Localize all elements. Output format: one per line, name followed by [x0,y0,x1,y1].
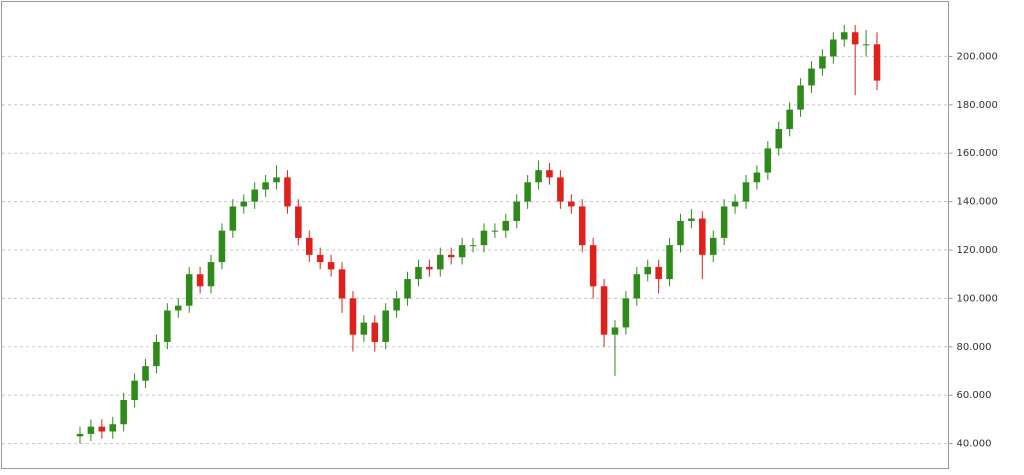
candle-body [546,170,553,178]
candle-body [851,32,859,45]
candle-body [764,148,772,173]
candle-body [633,274,641,299]
candle-body [371,322,379,342]
candle-body [240,201,248,207]
candle-body [731,201,739,207]
candle-body [338,269,346,299]
candle-body [742,182,750,202]
candle-body [688,218,695,221]
candle-body [404,279,411,299]
candle-body [229,206,237,231]
candle-body [491,230,499,232]
candle-body [600,286,608,335]
candle-body [524,182,531,202]
candle-body [131,380,138,401]
candle-body [819,56,826,69]
candle-body [699,218,706,255]
candle-body [458,245,466,258]
candle-body [251,189,258,202]
candle-body [830,39,837,57]
candle-body [720,206,728,238]
candle-body [513,201,520,221]
y-tick-label: 60.000 [957,390,992,401]
y-tick-label: 40.000 [957,439,992,450]
y-tick-label: 80.000 [957,342,992,353]
candle-body [218,230,226,263]
candle-body [262,182,269,190]
candle-body [480,230,488,246]
candle-body [437,254,444,270]
candle-body [786,109,793,130]
candle-body [535,170,542,183]
candle-body [87,426,95,434]
candle-body [502,220,510,231]
candle-body [666,245,673,280]
candle-body [862,44,870,46]
candle-body [873,44,881,81]
candle-body [415,266,422,280]
candle-body [120,400,127,425]
plot-frame [1,1,949,469]
candle-body [305,237,313,255]
candle-body [775,129,783,149]
candle-body [677,220,684,246]
candle-body [644,266,652,275]
y-tick-label: 160.000 [957,148,998,159]
candle-body [360,322,368,335]
candle-body [655,266,662,280]
candle-body [568,201,575,207]
candle-body [196,274,204,287]
candle-body [382,310,389,342]
candle-body [98,426,106,432]
candle-body [349,298,357,335]
candle-body [578,206,586,246]
y-tick-label: 180.000 [957,100,998,111]
candle-body [393,298,400,311]
candle-body [153,341,160,367]
candle-body [295,206,302,238]
candle-body [447,254,455,258]
candle-body [797,85,804,110]
candle-body [284,177,291,207]
candle-body [185,274,193,306]
candle-body [622,298,630,328]
candle-body [316,254,324,263]
candle-body [76,433,84,437]
candle-body [426,266,433,270]
candle-body [164,310,171,342]
candle-body [709,237,717,255]
y-tick-label: 200.000 [957,51,998,62]
y-tick-label: 120.000 [957,245,998,256]
candle-body [589,245,597,287]
candle-body [207,262,215,287]
candle-body [840,32,848,40]
candle-body [557,177,564,202]
candle-body [109,424,117,432]
candle-body [808,68,815,86]
y-tick-label: 100.000 [957,293,998,304]
candle-body [327,262,335,270]
candle-body [753,172,761,183]
y-tick-label: 140.000 [957,197,998,208]
candle-body [142,366,149,381]
candle-body [273,177,280,183]
candle-body [469,245,477,247]
candle-body [174,305,182,311]
candle-body [611,327,619,335]
